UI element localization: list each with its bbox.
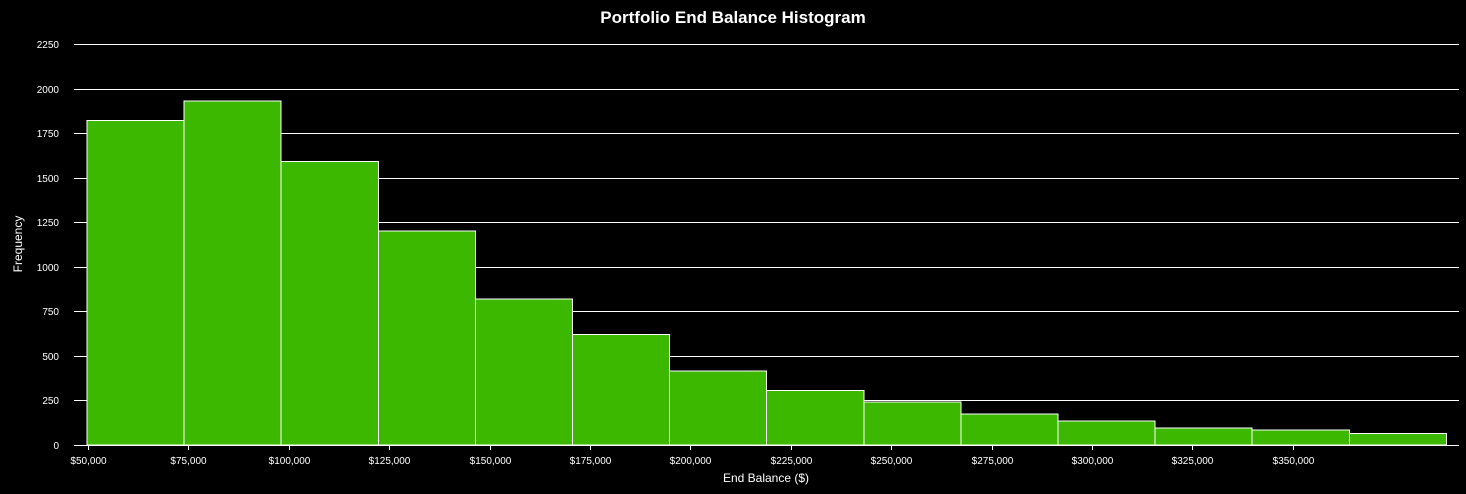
x-tick-label: $75,000: [170, 456, 207, 467]
bars: [86, 100, 1447, 446]
y-tick-label: 2250: [37, 40, 60, 51]
axes: 0 250 500 750 1000 1250 1500 1750 2000 2250 $50,00…: [37, 40, 1459, 467]
y-tick-label: 500: [42, 352, 59, 363]
histogram-bar: [280, 161, 379, 446]
histogram-bar: [960, 413, 1059, 446]
chart-title: Portfolio End Balance Histogram: [600, 8, 865, 27]
y-tick-label: 1250: [37, 218, 60, 229]
y-tick-label: 250: [42, 396, 59, 407]
histogram-bar: [1348, 432, 1447, 446]
histogram-bar: [1154, 427, 1253, 446]
x-tick-label: $100,000: [269, 456, 311, 467]
x-tick-label: $325,000: [1172, 456, 1214, 467]
x-tick-label: $300,000: [1072, 456, 1114, 467]
histogram-bar: [474, 298, 573, 446]
histogram-bar: [377, 230, 476, 446]
histogram-bar: [183, 100, 282, 446]
x-tick-label: $225,000: [771, 456, 813, 467]
x-tick-label: $125,000: [369, 456, 411, 467]
y-tick-label: 2000: [37, 85, 60, 96]
x-tick-label: $200,000: [670, 456, 712, 467]
y-tick-label: 0: [53, 441, 59, 452]
histogram-bar: [669, 370, 768, 446]
histogram-bar: [86, 120, 185, 446]
x-tick-label: $350,000: [1273, 456, 1315, 467]
histogram-bar: [572, 334, 671, 446]
y-tick-label: 750: [42, 307, 59, 318]
y-axis-label: Frequency: [11, 216, 25, 273]
x-tick-label: $150,000: [470, 456, 512, 467]
histogram-bar: [1057, 420, 1156, 446]
x-tick-label: $275,000: [972, 456, 1014, 467]
x-tick-label: $175,000: [570, 456, 612, 467]
histogram-bar: [863, 401, 962, 446]
x-tick-label: $250,000: [871, 456, 913, 467]
x-tick-label: $50,000: [70, 456, 107, 467]
y-tick-label: 1750: [37, 129, 60, 140]
histogram-bar: [1251, 429, 1350, 446]
y-tick-label: 1500: [37, 174, 60, 185]
y-tick-label: 1000: [37, 263, 60, 274]
x-axis-label: End Balance ($): [723, 471, 809, 485]
histogram-bar: [766, 390, 865, 446]
